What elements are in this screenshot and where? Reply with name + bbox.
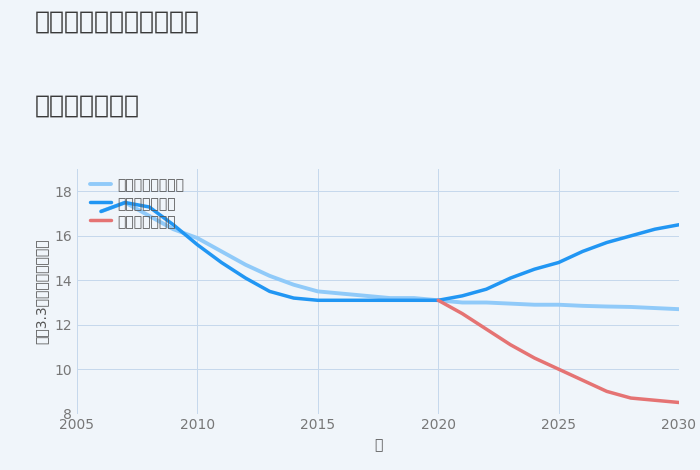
ノーマルシナリオ [217, 249, 225, 254]
Text: 三重県津市芸濃町萩野の: 三重県津市芸濃町萩野の [35, 9, 200, 33]
ノーマルシナリオ [362, 293, 370, 298]
ノーマルシナリオ [458, 300, 466, 306]
ノーマルシナリオ [121, 200, 130, 205]
ノーマルシナリオ [193, 235, 202, 241]
ノーマルシナリオ [651, 305, 659, 311]
Y-axis label: 平（3.3㎡）単価（万円）: 平（3.3㎡）単価（万円） [35, 239, 49, 344]
バッドシナリオ [651, 398, 659, 403]
グッドシナリオ [314, 298, 322, 303]
Line: グッドシナリオ: グッドシナリオ [101, 203, 679, 300]
ノーマルシナリオ [386, 295, 394, 301]
グッドシナリオ [578, 249, 587, 254]
グッドシナリオ [458, 293, 466, 298]
グッドシナリオ [603, 240, 611, 245]
Text: 土地の価格推移: 土地の価格推移 [35, 94, 140, 118]
バッドシナリオ [603, 389, 611, 394]
ノーマルシナリオ [97, 209, 105, 214]
ノーマルシナリオ [169, 227, 178, 232]
ノーマルシナリオ [578, 303, 587, 309]
ノーマルシナリオ [506, 301, 514, 306]
グッドシナリオ [482, 286, 491, 292]
バッドシナリオ [434, 298, 442, 303]
グッドシナリオ [626, 233, 635, 239]
グッドシナリオ [386, 298, 394, 303]
グッドシナリオ [410, 298, 419, 303]
バッドシナリオ [554, 366, 563, 372]
ノーマルシナリオ [314, 289, 322, 294]
ノーマルシナリオ [482, 300, 491, 306]
グッドシナリオ [362, 298, 370, 303]
ノーマルシナリオ [410, 295, 419, 301]
バッドシナリオ [675, 400, 683, 405]
X-axis label: 年: 年 [374, 438, 382, 452]
ノーマルシナリオ [290, 282, 298, 288]
グッドシナリオ [121, 200, 130, 205]
グッドシナリオ [265, 289, 274, 294]
グッドシナリオ [217, 260, 225, 266]
Legend: ノーマルシナリオ, グッドシナリオ, バッドシナリオ: ノーマルシナリオ, グッドシナリオ, バッドシナリオ [90, 179, 185, 229]
ノーマルシナリオ [434, 298, 442, 303]
バッドシナリオ [578, 377, 587, 383]
グッドシナリオ [290, 295, 298, 301]
ノーマルシナリオ [603, 304, 611, 309]
グッドシナリオ [434, 298, 442, 303]
グッドシナリオ [193, 242, 202, 248]
グッドシナリオ [651, 227, 659, 232]
グッドシナリオ [554, 260, 563, 266]
バッドシナリオ [626, 395, 635, 401]
バッドシナリオ [458, 311, 466, 316]
ノーマルシナリオ [145, 213, 153, 219]
グッドシナリオ [506, 275, 514, 281]
ノーマルシナリオ [554, 302, 563, 307]
グッドシナリオ [169, 222, 178, 227]
ノーマルシナリオ [241, 262, 250, 267]
ノーマルシナリオ [265, 273, 274, 279]
ノーマルシナリオ [675, 306, 683, 312]
グッドシナリオ [337, 298, 346, 303]
Line: ノーマルシナリオ: ノーマルシナリオ [101, 203, 679, 309]
グッドシナリオ [675, 222, 683, 227]
Line: バッドシナリオ: バッドシナリオ [438, 300, 679, 402]
バッドシナリオ [482, 326, 491, 332]
グッドシナリオ [145, 204, 153, 210]
バッドシナリオ [531, 355, 539, 361]
グッドシナリオ [241, 275, 250, 281]
ノーマルシナリオ [531, 302, 539, 307]
グッドシナリオ [97, 209, 105, 214]
グッドシナリオ [531, 266, 539, 272]
バッドシナリオ [506, 342, 514, 347]
ノーマルシナリオ [337, 291, 346, 297]
ノーマルシナリオ [626, 304, 635, 310]
